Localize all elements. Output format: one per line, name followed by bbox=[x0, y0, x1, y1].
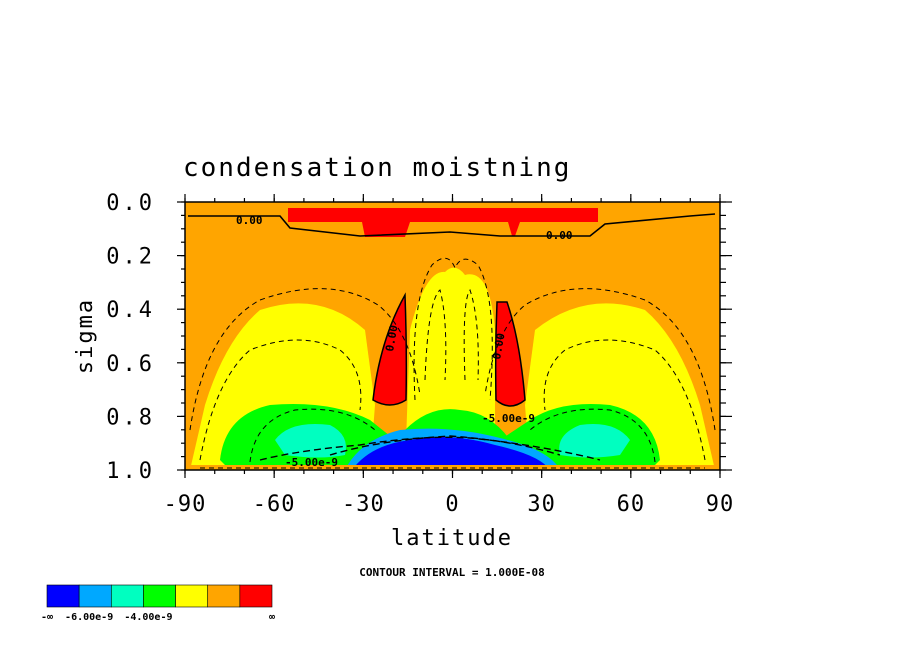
contour-label-5: -5.00e-9 bbox=[482, 412, 535, 425]
x-tick-label: -60 bbox=[253, 492, 296, 517]
x-tick-label: 30 bbox=[527, 492, 556, 517]
y-tick-label: 0.8 bbox=[106, 405, 155, 430]
contour-label-6: -5.00e-9 bbox=[285, 456, 338, 469]
contour-label-4: 0.00 bbox=[490, 332, 507, 360]
region-cyan-left bbox=[275, 424, 346, 458]
x-axis-label: latitude bbox=[391, 526, 513, 551]
colorbar-swatch bbox=[46, 584, 80, 608]
colorbar-label: ∞ bbox=[269, 612, 275, 623]
x-tick-label: 60 bbox=[617, 492, 646, 517]
y-tick-labels: 0.0 0.2 0.4 0.6 0.8 1.0 bbox=[106, 191, 155, 484]
colorbar-swatch bbox=[239, 584, 273, 608]
colorbar-swatch bbox=[110, 584, 144, 608]
region-red-top bbox=[288, 208, 598, 237]
y-tick-label: 0.0 bbox=[106, 191, 155, 216]
contour-label-3: 0.00 bbox=[383, 324, 400, 352]
y-tick-label: 1.0 bbox=[106, 459, 155, 484]
chart-title: condensation moistning bbox=[183, 153, 571, 183]
contour-interval-note: CONTOUR INTERVAL = 1.000E-08 bbox=[359, 566, 544, 579]
x-tick-label: 0 bbox=[445, 492, 459, 517]
y-tick-label: 0.6 bbox=[106, 352, 155, 377]
colorbar-swatch bbox=[207, 584, 241, 608]
colorbar-swatch bbox=[143, 584, 176, 608]
colorbar-label: -6.00e-9 bbox=[65, 612, 113, 623]
plot-area: 0.00 0.00 0.00 0.00 -5.00e-9 -5.00e-9 bbox=[185, 202, 720, 470]
x-tick-label: 90 bbox=[706, 492, 735, 517]
region-darkblue-core bbox=[352, 436, 550, 470]
y-tick-label: 0.4 bbox=[106, 298, 155, 323]
region-red-left bbox=[373, 295, 407, 405]
y-tick-label: 0.2 bbox=[106, 245, 155, 270]
colorbar-label: -∞ bbox=[41, 612, 53, 623]
x-tick-label: -90 bbox=[164, 492, 207, 517]
contour-label-1: 0.00 bbox=[236, 214, 263, 227]
region-cyan-right bbox=[559, 424, 630, 458]
colorbar-swatch bbox=[175, 584, 209, 608]
colorbar-swatch bbox=[78, 584, 112, 608]
colorbar-labels: -∞ -6.00e-9 -4.00e-9 ∞ bbox=[41, 612, 275, 623]
contour-right-tongue bbox=[494, 301, 526, 407]
region-red-right bbox=[495, 302, 525, 406]
colorbar-label: -4.00e-9 bbox=[124, 612, 172, 623]
axis-ticks bbox=[177, 194, 732, 478]
colorbar bbox=[46, 584, 273, 608]
contour-zero-line bbox=[188, 213, 716, 237]
y-axis-label: sigma bbox=[73, 298, 98, 374]
contour-label-2: 0.00 bbox=[546, 229, 573, 242]
x-tick-label: -30 bbox=[342, 492, 385, 517]
contour-left-tongue bbox=[372, 292, 408, 406]
x-tick-labels: -90 -60 -30 0 30 60 90 bbox=[164, 492, 735, 517]
